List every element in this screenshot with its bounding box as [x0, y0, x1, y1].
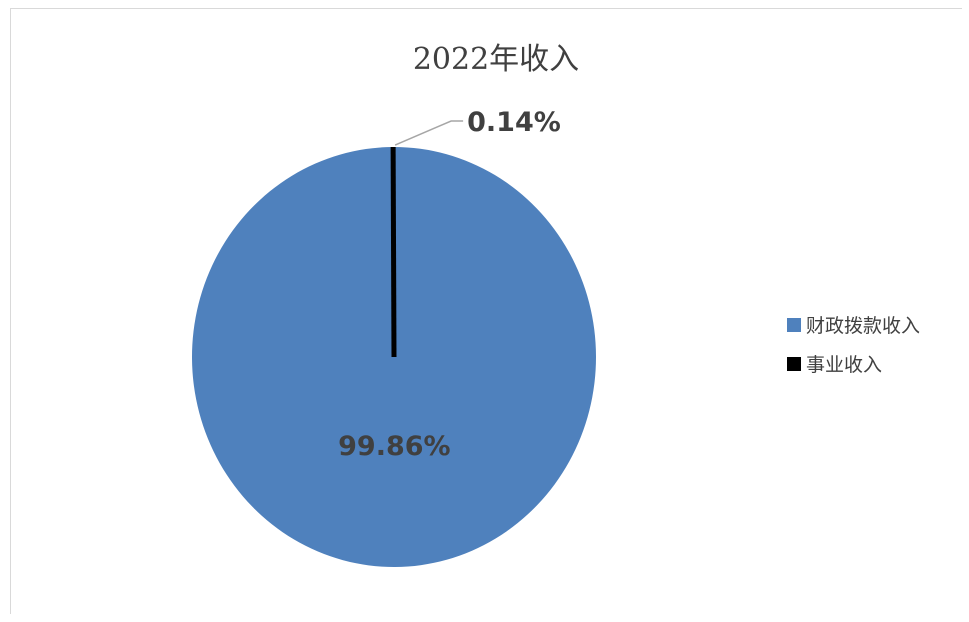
legend-label-2: 事业收入 — [806, 354, 882, 376]
chart-title: 2022年收入 — [413, 42, 579, 77]
data-label-1: 99.86% — [338, 431, 450, 462]
pie-slice-2-edge — [390, 146, 397, 358]
legend-swatch-2 — [787, 357, 801, 371]
data-label-2: 0.14% — [467, 107, 561, 138]
legend-label-1: 财政拨款收入 — [806, 315, 920, 337]
data-labels: 99.86% 0.14% — [338, 107, 561, 462]
pie-slices — [191, 146, 596, 567]
leader-line — [394, 120, 464, 146]
legend-swatch-1 — [787, 318, 801, 332]
